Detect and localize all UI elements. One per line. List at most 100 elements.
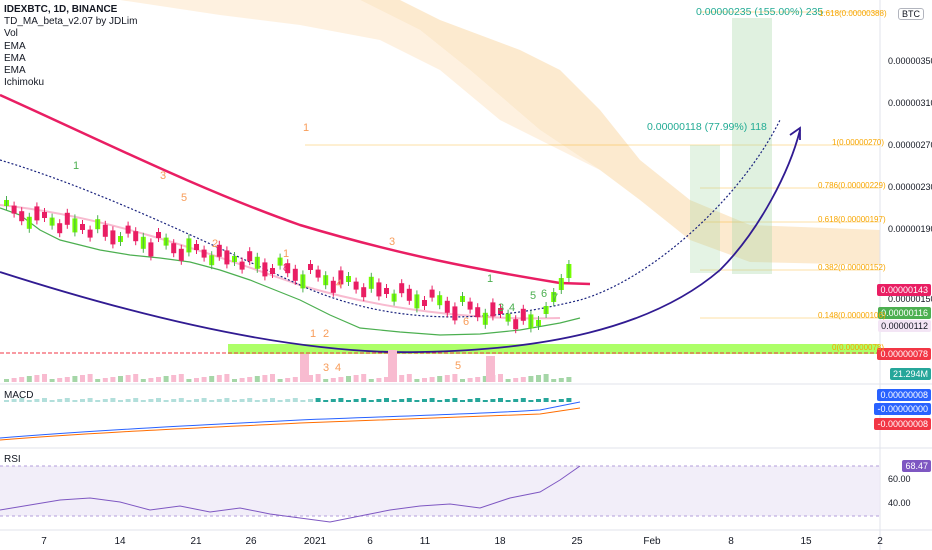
volume-bar (551, 379, 557, 382)
rsi-label[interactable]: RSI (4, 454, 21, 465)
volume-bar (201, 377, 207, 382)
macd-bar (163, 400, 169, 402)
volume-bar (72, 376, 78, 382)
macd-bar (102, 399, 108, 402)
rsi-axis-label: 40.00 (888, 498, 911, 508)
volume-bar (406, 374, 412, 382)
macd-bar (353, 399, 359, 402)
currency-badge[interactable]: BTC (898, 8, 924, 20)
volume-bar (536, 375, 541, 382)
volume-tag: 21.294M (889, 368, 931, 380)
projection-box-short (690, 145, 720, 273)
macd-bar (64, 398, 70, 402)
volume-spike (388, 350, 397, 382)
volume-bar (254, 376, 260, 382)
macd-bar (384, 398, 389, 402)
td-count-label: 5 (455, 360, 462, 372)
volume-bar (315, 374, 321, 382)
macd-tag-2: -0.00000000 (874, 403, 931, 415)
macd-bar (361, 398, 367, 402)
price-axis-label: 0.00000150 (888, 294, 932, 304)
indicator-td-ma[interactable]: TD_MA_beta_v2.07 by JDLim (4, 16, 138, 28)
td-count-label: 3 (160, 170, 167, 182)
td-count-green: 7 (552, 292, 559, 304)
td-count-label: 1 (310, 328, 317, 340)
volume-bar (475, 377, 481, 382)
td-count-label: 3 (323, 362, 330, 374)
volume-bar (216, 375, 222, 382)
fib-label: 0(0.00000078) (832, 343, 885, 352)
price-axis-label: 0.00000350 (888, 56, 932, 66)
macd-bar (57, 399, 63, 402)
fib-label: 0.148(0.00000106) (818, 311, 886, 320)
x-tick-label: 21 (190, 536, 202, 547)
volume-bar (57, 378, 63, 382)
volume-bar (247, 377, 253, 382)
macd-bar (156, 398, 161, 402)
macd-bar (125, 399, 131, 402)
symbol-title[interactable]: IDEXBTC, 1D, BINANCE (4, 4, 118, 15)
indicator-vol[interactable]: Vol (4, 28, 18, 40)
volume-bar (133, 374, 139, 382)
volume-bar (513, 378, 519, 382)
macd-bar (11, 399, 17, 402)
indicator-legend: IDEXBTC, 1D, BINANCE TD_MA_beta_v2.07 by… (4, 4, 137, 89)
macd-bar (209, 400, 215, 402)
macd-bar (171, 399, 177, 402)
td-count-green: 1 (73, 160, 80, 172)
volume-bar (186, 379, 192, 382)
td-count-label: 8 (283, 262, 290, 274)
volume-bar (178, 374, 184, 382)
td-count-label: 2 (323, 328, 330, 340)
volume-bar (64, 377, 70, 382)
x-tick-label: 2 (877, 536, 883, 547)
price-axis-label: 0.00000310 (888, 98, 932, 108)
indicator-ema-2[interactable]: EMA (4, 52, 26, 64)
indicator-ema-3[interactable]: EMA (4, 65, 26, 77)
volume-bar (194, 378, 199, 382)
rsi-value-tag: 68.47 (902, 460, 931, 472)
x-tick-label: 26 (245, 536, 257, 547)
volume-bar (87, 374, 93, 382)
macd-bar (72, 400, 78, 402)
volume-bar (353, 375, 359, 382)
td-count-green: 1 (487, 273, 494, 285)
macd-bar (87, 398, 93, 402)
macd-bar (429, 398, 435, 402)
macd-bar (285, 399, 291, 402)
indicator-ema-1[interactable]: EMA (4, 40, 26, 52)
target-long-annotation: 0.00000235 (155.00%) 235 (696, 6, 824, 18)
volume-bar (232, 379, 237, 382)
candles (4, 196, 572, 334)
price-tag-support: 0.00000078 (877, 348, 931, 360)
volume-bar (262, 375, 268, 382)
macd-label[interactable]: MACD (4, 390, 34, 401)
macd-bar (315, 398, 321, 402)
macd-bar (270, 398, 275, 402)
arrow-head (789, 126, 801, 140)
td-count-label: 3 (389, 236, 396, 248)
volume-bar (4, 379, 9, 382)
macd-bar (376, 399, 382, 402)
macd-bar (42, 398, 47, 402)
volume-bar (361, 374, 367, 382)
support-band (228, 344, 880, 354)
volume-bar (330, 378, 336, 382)
macd-bar (178, 398, 184, 402)
volume-bar (422, 378, 427, 382)
volume-bar (163, 376, 169, 382)
macd-bar (308, 399, 313, 402)
x-tick-label: Feb (643, 536, 661, 547)
macd-bar (368, 400, 374, 402)
macd-tag-1: 0.00000008 (877, 389, 931, 401)
volume-bar (118, 376, 123, 382)
macd-bar (26, 400, 32, 402)
volume-bar (292, 377, 298, 382)
price-axis-label: 0.00000230 (888, 182, 932, 192)
indicator-ichimoku[interactable]: Ichimoku (4, 77, 45, 89)
rsi-band (0, 466, 880, 516)
fib-lines (305, 11, 880, 319)
macd-bar (475, 398, 481, 402)
macd-bar (482, 400, 488, 402)
